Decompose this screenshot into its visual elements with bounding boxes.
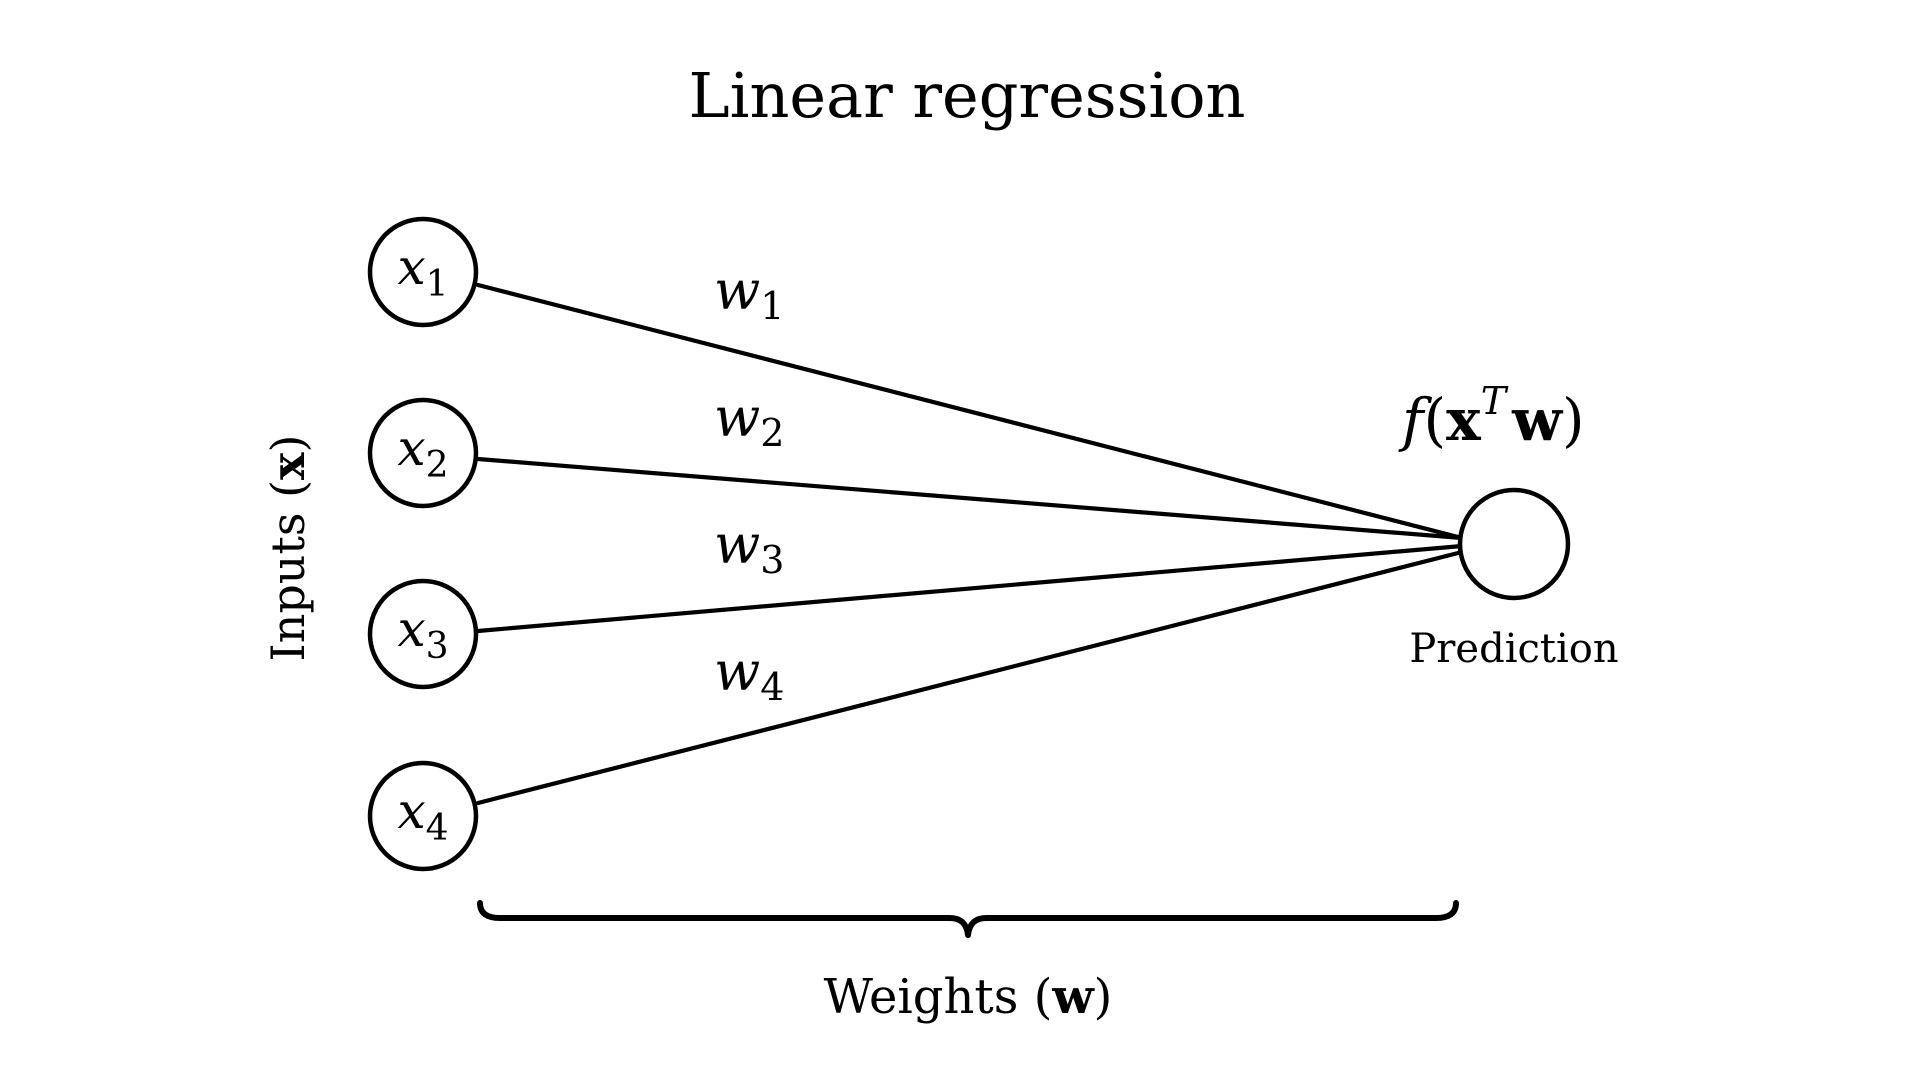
weight-2-index: 2 — [760, 411, 784, 455]
prediction-label: Prediction — [1409, 626, 1618, 672]
weight-label-3: w3 — [714, 513, 784, 582]
node-4-symbol: x — [397, 782, 425, 840]
node-1-index: 1 — [426, 264, 449, 305]
edge-x4 — [475, 549, 1465, 806]
edge-x2 — [475, 456, 1465, 541]
weights-label-text: Weights ( — [824, 969, 1053, 1025]
output-vector-w: w — [1511, 386, 1564, 454]
inputs-label-vector-x: x — [261, 452, 315, 480]
node-2-symbol: x — [397, 419, 425, 477]
weight-1-index: 1 — [760, 284, 784, 328]
node-3-index: 3 — [426, 626, 449, 667]
weight-label-1: w1 — [714, 259, 784, 328]
edge-x1 — [475, 282, 1465, 541]
node-1-symbol: x — [397, 238, 425, 296]
svg-text:x2: x2 — [397, 419, 448, 486]
output-close-paren: ) — [1562, 386, 1585, 454]
weights-label-vector-w: w — [1051, 969, 1095, 1025]
weight-label-2: w2 — [714, 386, 784, 455]
weight-label-4: w4 — [714, 640, 784, 709]
weights-label-close: ) — [1094, 969, 1113, 1025]
input-node-3: x3 — [367, 578, 479, 690]
input-node-1: x1 — [367, 216, 479, 328]
node-2-index: 2 — [426, 445, 449, 486]
weight-4-symbol: w — [714, 640, 760, 703]
output-open-paren: ( — [1423, 386, 1446, 454]
inputs-label-close: ) — [261, 435, 315, 453]
input-node-4: x4 — [367, 760, 479, 872]
input-node-2: x2 — [367, 397, 479, 509]
output-superscript: T — [1481, 379, 1509, 423]
weights-brace — [477, 900, 1459, 938]
weights-label: Weights (w) — [824, 969, 1113, 1025]
weight-3-index: 3 — [760, 538, 784, 582]
svg-text:x4: x4 — [397, 782, 448, 849]
output-node — [1457, 487, 1571, 601]
weight-2-symbol: w — [714, 386, 760, 449]
svg-text:x3: x3 — [397, 600, 448, 667]
output-formula: f(xT w) — [1398, 379, 1585, 454]
output-vector-x: x — [1446, 386, 1481, 454]
weight-3-symbol: w — [714, 513, 760, 576]
edge-x3 — [475, 543, 1465, 634]
svg-text:x1: x1 — [397, 238, 448, 305]
edges — [475, 282, 1465, 806]
diagram-title: Linear regression — [688, 59, 1245, 132]
inputs-label: Inputs (x) — [261, 435, 315, 662]
weight-4-index: 4 — [760, 665, 784, 709]
svg-text:Inputs (x): Inputs (x) — [261, 435, 315, 662]
weight-1-symbol: w — [714, 259, 760, 322]
node-4-index: 4 — [426, 808, 449, 849]
inputs-label-text: Inputs ( — [261, 480, 315, 662]
node-3-symbol: x — [397, 600, 425, 658]
